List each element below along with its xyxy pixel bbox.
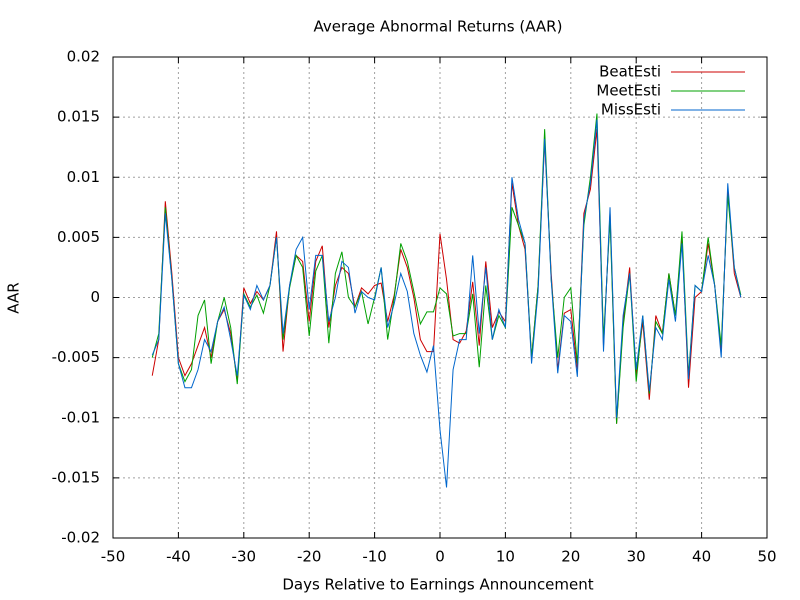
legend-label: BeatEsti [599,63,661,81]
y-tick-label: -0.005 [52,348,100,366]
x-tick-label: 0 [435,548,445,566]
x-axis-label: Days Relative to Earnings Announcement [282,576,593,594]
y-axis-label: AAR [5,282,23,313]
series-line [151,119,742,488]
y-tick-label: 0.01 [67,168,100,186]
x-tick-label: -20 [297,548,322,566]
y-tick-label: 0.005 [57,228,100,246]
legend-label: MeetEsti [596,82,661,100]
x-tick-label: 40 [692,548,711,566]
y-tick-label: -0.02 [61,529,100,547]
x-tick-label: -10 [362,548,387,566]
legend-label: MissEsti [601,101,661,119]
x-tick-label: 20 [561,548,580,566]
x-tick-label: -50 [101,548,126,566]
x-tick-label: 30 [627,548,646,566]
x-tick-label: -30 [232,548,257,566]
series-line [151,129,742,424]
y-tick-label: -0.01 [61,408,100,426]
y-tick-label: 0.015 [57,108,100,126]
x-tick-label: -40 [166,548,191,566]
y-tick-label: -0.015 [52,468,100,486]
y-tick-label: 0.02 [67,48,100,66]
plot-frame [112,56,768,539]
y-tick-label: 0 [90,288,100,306]
x-tick-label: 10 [496,548,515,566]
x-tick-label: 50 [757,548,776,566]
chart-title: Average Abnormal Returns (AAR) [314,18,563,36]
